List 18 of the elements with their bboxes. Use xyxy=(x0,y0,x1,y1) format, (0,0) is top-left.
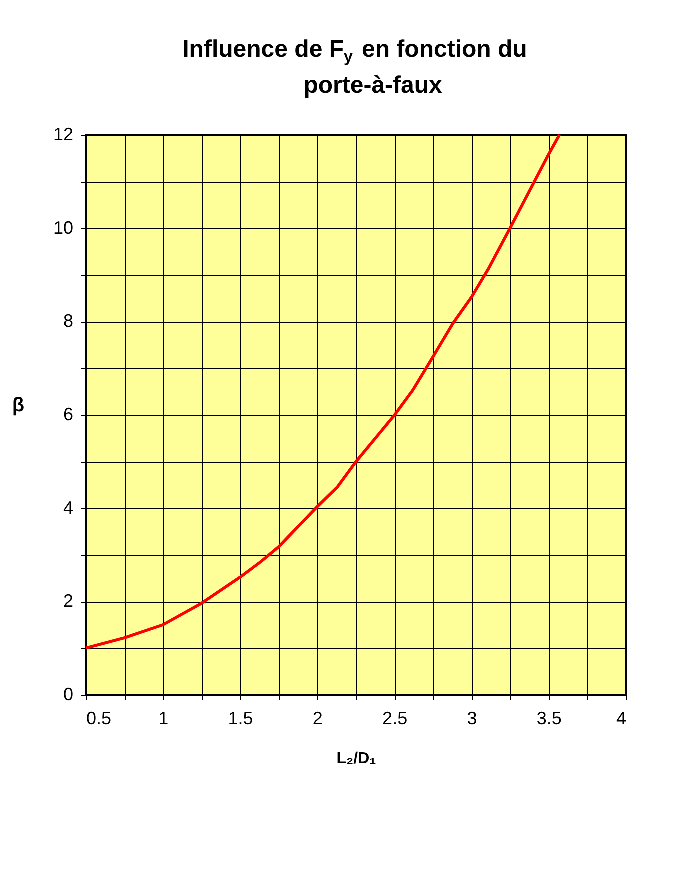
x-tick-label: 2.5 xyxy=(382,708,408,728)
x-tick-label: 1 xyxy=(158,708,169,728)
x-tick-label: 3.5 xyxy=(536,708,562,728)
y-tick-label: 12 xyxy=(53,124,74,144)
x-tick-label: 1.5 xyxy=(228,708,254,728)
y-tick-label: 0 xyxy=(63,684,74,704)
x-axis-title: L₂/D₁ xyxy=(336,750,377,768)
y-tick-label: 2 xyxy=(63,591,74,612)
x-tick-label: 2 xyxy=(312,708,323,728)
x-tick-label: 0.5 xyxy=(86,708,112,728)
y-axis-title: β xyxy=(12,394,25,416)
x-tick-label: 4 xyxy=(616,708,626,728)
y-tick-label: 6 xyxy=(63,404,74,424)
x-tick-label: 3 xyxy=(467,708,478,728)
line-series xyxy=(84,134,562,650)
y-tick-label: 10 xyxy=(53,218,74,238)
y-tick-label: 4 xyxy=(63,498,74,518)
y-tick-label: 8 xyxy=(63,311,74,332)
